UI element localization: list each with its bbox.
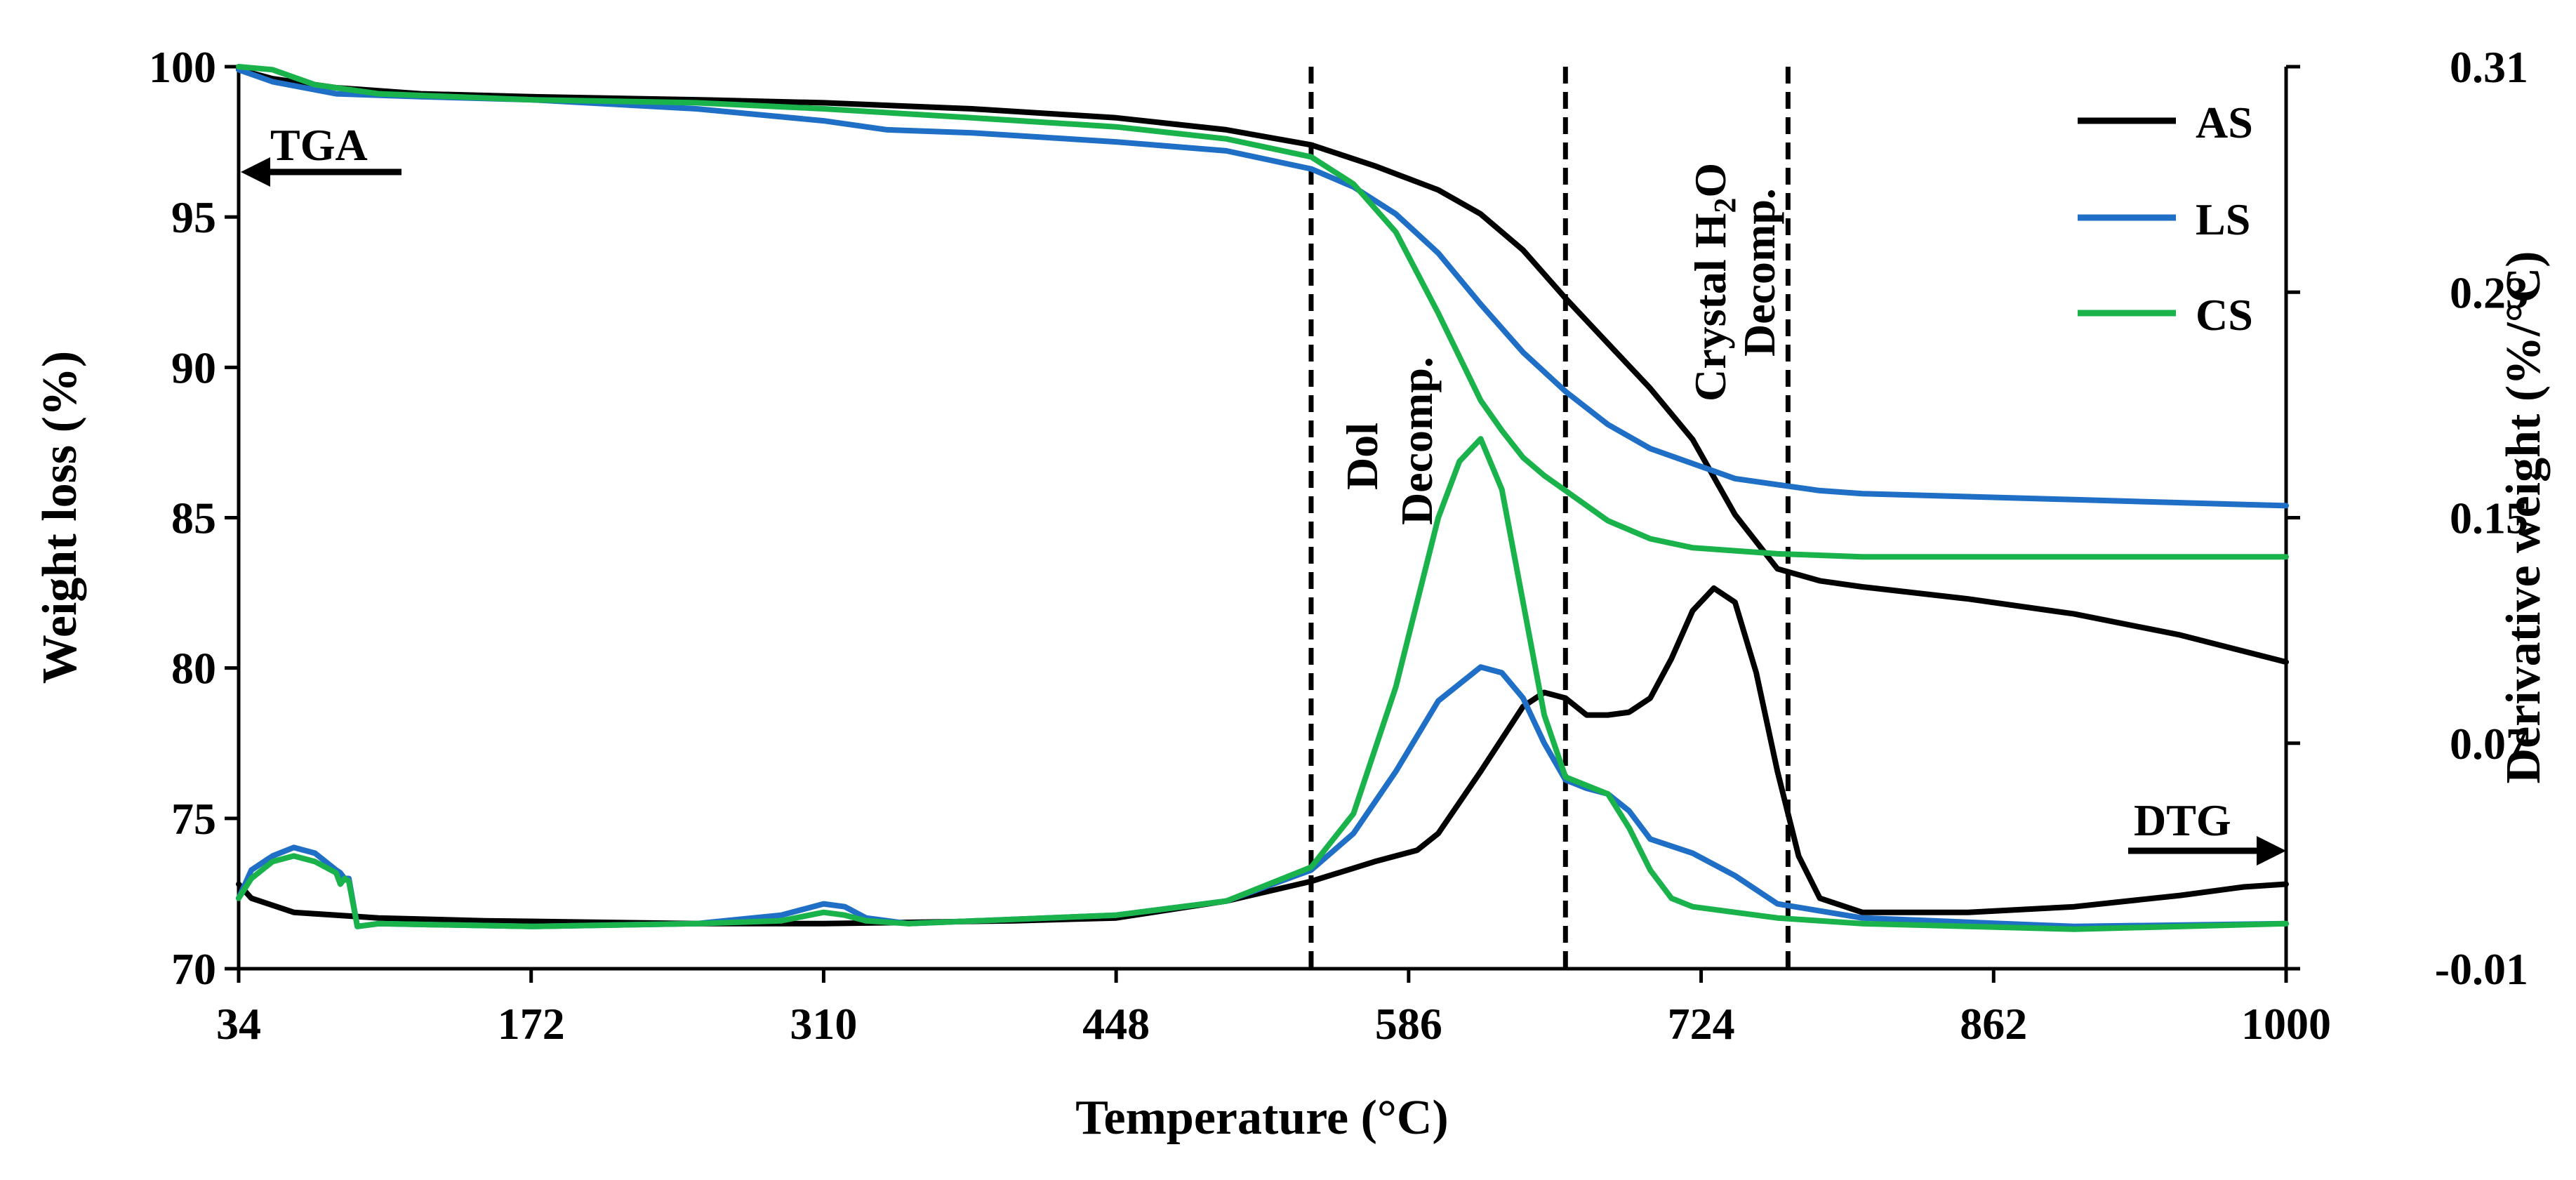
- x-ticks: 34 172 310 448 586 724 862 1000: [216, 969, 2331, 1049]
- x-tick-label: 310: [790, 999, 857, 1049]
- right-y-tick-label: -0.01: [2435, 944, 2528, 994]
- series-as-dtg-line: [236, 585, 2289, 927]
- series-cs-tga-line: [236, 64, 2289, 560]
- dol-decomp-line1: Dol: [1337, 423, 1387, 490]
- left-y-tick-label: 70: [171, 944, 216, 994]
- series-group: [236, 64, 2289, 932]
- tga-annotation: TGA: [241, 120, 401, 187]
- right-y-axis-title: Derivative weight (%/°C): [2497, 251, 2551, 784]
- crystal-h2o-main: Crystal H: [1685, 213, 1735, 402]
- left-y-tick-label: 90: [171, 343, 216, 392]
- tga-label: TGA: [270, 120, 368, 170]
- dol-decomp-annotation: Dol Decomp.: [1337, 357, 1442, 525]
- series-as-tga-line: [236, 67, 2289, 665]
- series-cs-dtg-line: [236, 436, 2289, 932]
- left-y-tick-label: 80: [171, 644, 216, 694]
- right-y-tick-label: 0.31: [2450, 42, 2528, 92]
- right-y-ticks: -0.01 0.07 0.15 0.23 0.31: [2286, 42, 2528, 994]
- legend-label-ls: LS: [2196, 194, 2250, 244]
- crystal-h2o-line2: Decomp.: [1734, 188, 1784, 357]
- left-y-tick-label: 85: [171, 493, 216, 543]
- crystal-water-decomp-annotation: Crystal H2O Decomp.: [1685, 163, 1784, 402]
- x-tick-label: 448: [1082, 999, 1150, 1049]
- x-tick-label: 724: [1668, 999, 1735, 1049]
- left-y-axis-title: Weight loss (%): [33, 351, 87, 684]
- right-y-tick-label: 0.07: [2450, 719, 2528, 769]
- left-arrow-icon: [241, 157, 270, 187]
- x-axis-title: Temperature (°C): [1075, 1091, 1449, 1145]
- legend-label-cs: CS: [2196, 290, 2253, 340]
- legend-label-as: AS: [2196, 98, 2253, 147]
- x-tick-label: 1000: [2241, 999, 2331, 1049]
- right-y-tick-label: 0.15: [2450, 493, 2528, 543]
- crystal-h2o-end: O: [1685, 163, 1735, 198]
- left-y-tick-label: 100: [149, 42, 216, 92]
- dol-decomp-line2: Decomp.: [1392, 357, 1442, 525]
- series-ls-tga-line: [236, 67, 2289, 509]
- crystal-h2o-line1: Crystal H2O: [1685, 163, 1742, 402]
- legend: AS LS CS: [2078, 98, 2253, 340]
- right-arrow-icon: [2257, 836, 2286, 866]
- left-y-tick-label: 75: [171, 794, 216, 844]
- crystal-h2o-subscript: 2: [1708, 198, 1742, 213]
- x-tick-label: 172: [498, 999, 565, 1049]
- dtg-label: DTG: [2134, 795, 2231, 845]
- left-y-ticks: 70 75 80 85 90 95 100: [149, 42, 239, 994]
- x-tick-label: 586: [1375, 999, 1442, 1049]
- right-y-tick-label: 0.23: [2450, 267, 2528, 317]
- x-tick-label: 34: [216, 999, 261, 1049]
- left-y-tick-label: 95: [171, 192, 216, 242]
- x-tick-label: 862: [1960, 999, 2027, 1049]
- dtg-annotation: DTG: [2128, 795, 2286, 866]
